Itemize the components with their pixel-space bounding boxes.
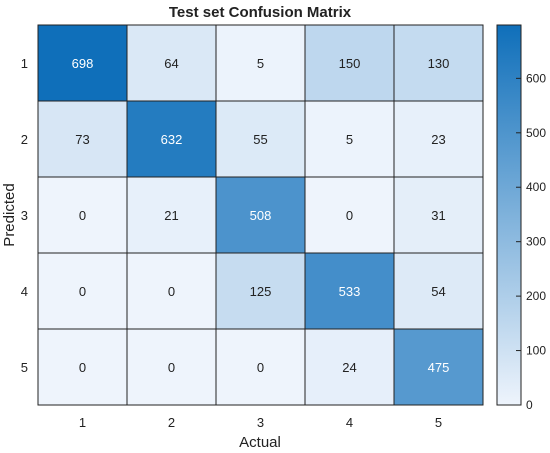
colorbar-tick-label: 200 — [526, 289, 546, 303]
cell-value-label: 21 — [164, 208, 178, 223]
heatmap-cell — [126, 24, 217, 102]
heatmap-cell — [215, 100, 306, 178]
cell-value-label: 54 — [431, 284, 445, 299]
heatmap-cell — [37, 24, 128, 102]
y-tick-label: 5 — [21, 360, 28, 375]
cell-value-label: 0 — [168, 360, 175, 375]
colorbar-tick-label: 600 — [526, 71, 546, 85]
y-axis-label: Predicted — [1, 183, 18, 246]
cell-value-label: 0 — [346, 208, 353, 223]
cell-value-label: 5 — [257, 56, 264, 71]
y-tick-label: 3 — [21, 208, 28, 223]
cell-value-label: 125 — [250, 284, 272, 299]
cell-value-label: 24 — [342, 360, 356, 375]
cell-value-label: 475 — [428, 360, 450, 375]
heatmap-cell — [37, 100, 128, 178]
x-axis-label: Actual — [239, 434, 281, 451]
colorbar-ticks: 0 100 200 300 400 500 600 — [516, 71, 546, 412]
heatmap-cell — [215, 252, 306, 330]
heatmap-cell — [215, 176, 306, 254]
heatmap-cell — [215, 24, 306, 102]
chart-title: Test set Confusion Matrix — [169, 4, 352, 21]
x-tick-label: 2 — [168, 415, 175, 430]
heatmap-cell — [37, 252, 128, 330]
x-tick-label: 3 — [257, 415, 264, 430]
cell-value-label: 0 — [79, 360, 86, 375]
colorbar-tick-label: 400 — [526, 180, 546, 194]
heatmap-cell — [304, 176, 395, 254]
y-tick-label: 1 — [21, 56, 28, 71]
y-tick-label: 2 — [21, 132, 28, 147]
heatmap-cell — [393, 176, 484, 254]
cell-value-label: 130 — [428, 56, 450, 71]
colorbar-tick-label: 300 — [526, 235, 546, 249]
x-tick-label: 1 — [79, 415, 86, 430]
cell-value-label: 0 — [79, 284, 86, 299]
heatmap-cell — [393, 328, 484, 406]
heatmap-cell — [215, 328, 306, 406]
cell-value-label: 64 — [164, 56, 178, 71]
heatmap-cell — [126, 252, 217, 330]
cell-value-label: 632 — [161, 132, 183, 147]
x-tick-label: 4 — [346, 415, 353, 430]
cell-value-label: 31 — [431, 208, 445, 223]
heatmap-cell — [393, 100, 484, 178]
cell-value-label: 5 — [346, 132, 353, 147]
cell-value-label: 0 — [79, 208, 86, 223]
cell-value-label: 0 — [168, 284, 175, 299]
colorbar-tick-label: 100 — [526, 344, 546, 358]
cell-value-label: 533 — [339, 284, 361, 299]
heatmap-cell — [126, 176, 217, 254]
cell-value-label: 508 — [250, 208, 272, 223]
x-tick-label: 5 — [435, 415, 442, 430]
heatmap-cell — [393, 252, 484, 330]
colorbar-tick-label: 500 — [526, 126, 546, 140]
colorbar-tick-label: 0 — [526, 398, 533, 412]
colorbar — [496, 24, 522, 406]
heatmap-cell — [37, 328, 128, 406]
heatmap-cell — [304, 24, 395, 102]
cell-value-label: 55 — [253, 132, 267, 147]
cell-value-label: 23 — [431, 132, 445, 147]
heatmap-cell — [126, 328, 217, 406]
cell-value-label: 150 — [339, 56, 361, 71]
heatmap-cell — [304, 252, 395, 330]
heatmap-cell — [393, 24, 484, 102]
cell-value-label: 73 — [75, 132, 89, 147]
cell-value-label: 0 — [257, 360, 264, 375]
y-tick-label: 4 — [21, 284, 28, 299]
cell-value-label: 698 — [72, 56, 94, 71]
